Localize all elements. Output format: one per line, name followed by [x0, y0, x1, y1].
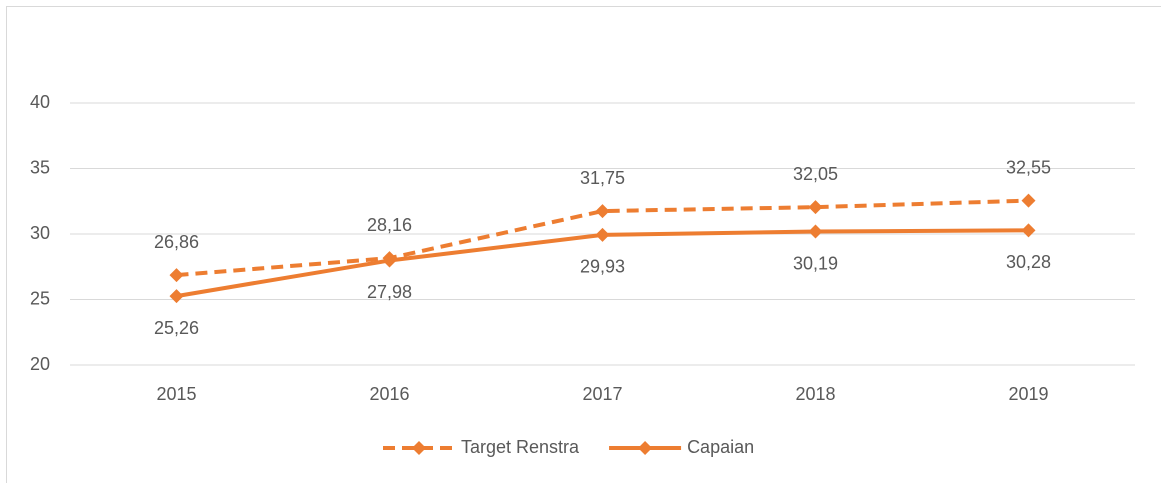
legend-label: Capaian — [687, 437, 754, 457]
x-tick-label: 2017 — [582, 384, 622, 404]
y-tick-label: 40 — [30, 92, 50, 112]
marker — [808, 200, 823, 215]
data-label: 27,98 — [367, 282, 412, 302]
marker — [808, 224, 823, 239]
marker — [595, 227, 610, 242]
chart-border — [6, 6, 1161, 483]
y-tick-label: 20 — [30, 354, 50, 374]
data-label: 30,28 — [1006, 252, 1051, 272]
data-label: 31,75 — [580, 168, 625, 188]
data-label: 30,19 — [793, 253, 838, 273]
data-label: 26,86 — [154, 232, 199, 252]
series-line — [176, 198, 1029, 278]
marker — [169, 268, 184, 283]
data-label: 28,16 — [367, 215, 412, 235]
data-label: 32,55 — [1006, 157, 1051, 177]
legend-marker — [638, 441, 653, 455]
marker — [595, 204, 610, 219]
data-label: 32,05 — [793, 164, 838, 184]
data-label: 25,26 — [154, 318, 199, 338]
legend-label: Target Renstra — [461, 437, 580, 457]
marker — [169, 289, 184, 304]
marker — [382, 253, 397, 268]
x-tick-label: 2015 — [156, 384, 196, 404]
y-tick-label: 25 — [30, 288, 50, 308]
marker — [1021, 223, 1036, 238]
x-tick-label: 2018 — [795, 384, 835, 404]
legend-marker — [412, 441, 426, 455]
y-tick-label: 35 — [30, 157, 50, 177]
marker — [1021, 193, 1036, 208]
data-label: 29,93 — [580, 257, 625, 277]
x-tick-label: 2016 — [369, 384, 409, 404]
y-tick-label: 30 — [30, 223, 50, 243]
x-tick-label: 2019 — [1008, 384, 1048, 404]
